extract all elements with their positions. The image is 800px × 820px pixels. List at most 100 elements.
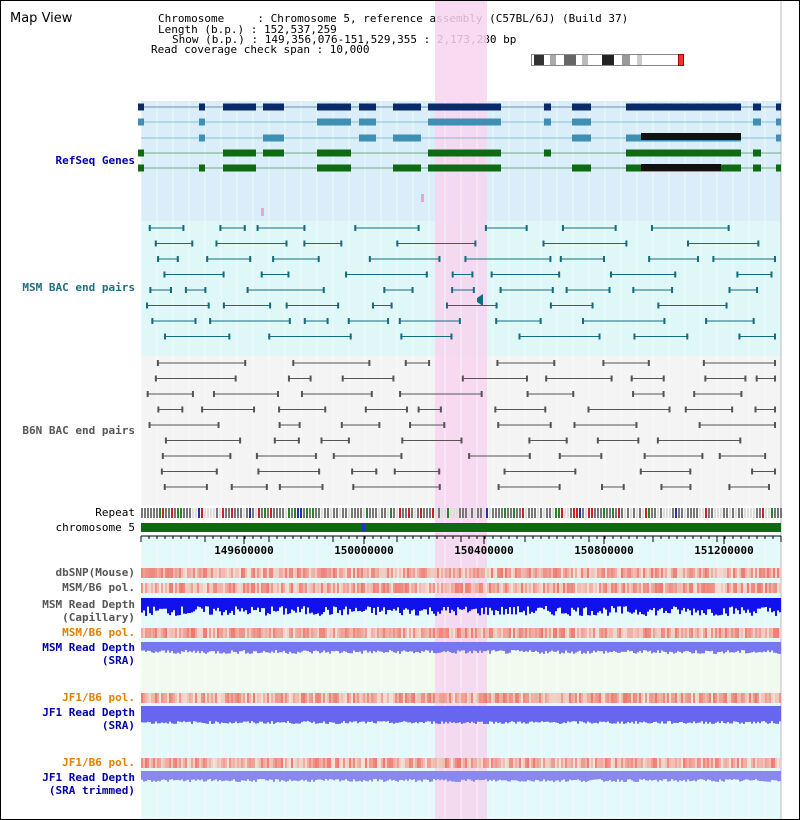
gene-block [223, 149, 256, 157]
jf1-pol2-cell [631, 758, 633, 768]
msm-sra-depth [233, 642, 235, 652]
repeat-element [360, 508, 362, 518]
jf1-depth [609, 706, 611, 724]
jf1-depth [419, 706, 421, 723]
msm-cap-depth [239, 598, 241, 612]
msm-bac-pair-end [438, 256, 441, 262]
msm-sra-depth [693, 642, 695, 654]
jf1-trim-depth [333, 771, 335, 781]
msm-sra-depth [765, 642, 767, 653]
msm-pol-cell [427, 583, 429, 593]
msm-pol-cell [343, 583, 345, 593]
jf1-trim-depth [153, 771, 155, 781]
msm-pol2-cell [267, 628, 269, 638]
repeat-element [171, 508, 173, 518]
chromosome-ideogram[interactable] [531, 54, 684, 66]
jf1-trim-depth [265, 771, 267, 781]
msm-pol-cell [547, 583, 549, 593]
msm-pol-cell [165, 583, 167, 593]
jf1-pol2-cell [151, 758, 153, 768]
jf1-depth [149, 706, 151, 723]
jf1-trim-depth [625, 771, 627, 782]
msm-cap-depth [605, 598, 607, 610]
dbsnp-cell [771, 568, 773, 578]
gene-block [199, 118, 205, 126]
jf1-trim-depth [609, 771, 611, 781]
msm-sra-depth [229, 642, 231, 654]
msm-bac-pair-end [558, 271, 561, 278]
msm-sra-depth [171, 642, 173, 652]
jf1-pol-cell [771, 693, 773, 703]
jf1-trim-depth [599, 771, 601, 780]
msm-pol2-cell [685, 628, 687, 638]
jf1-trim-depth [365, 771, 367, 781]
jf1-depth [299, 706, 301, 724]
jf1-trim-depth [657, 771, 659, 782]
msm-sra-depth [593, 642, 595, 651]
jf1-pol-cell [627, 693, 629, 703]
jf1-trim-depth [181, 771, 183, 780]
jf1-pol-cell [149, 693, 151, 703]
msm-pol-cell [383, 583, 385, 593]
msm-sra-depth [481, 642, 483, 653]
jf1-depth [669, 706, 671, 722]
b6n-bac-pair-end [544, 406, 547, 413]
repeat-element [678, 508, 680, 518]
repeat-element [489, 508, 491, 518]
repeat-element [492, 508, 494, 518]
msm-pol-cell [433, 583, 435, 593]
msm-sra-depth [529, 642, 531, 651]
jf1-pol2-cell [477, 758, 479, 768]
jf1-trim-depth [353, 771, 355, 780]
jf1-pol2-cell [541, 758, 543, 768]
jf1-trim-depth [219, 771, 221, 780]
dbsnp-cell [531, 568, 533, 578]
jf1-pol2-cell [647, 758, 649, 768]
msm-pol2-cell [697, 628, 699, 638]
msm-bac-pair-end [157, 256, 160, 262]
jf1-pol-cell [557, 693, 559, 703]
msm-sra-depth [725, 642, 727, 653]
msm-pol-cell [277, 583, 279, 593]
msm-pol-cell [637, 583, 639, 593]
jf1-pol2-cell [171, 758, 173, 768]
repeat-element [429, 508, 431, 518]
msm-bac-pair-end [445, 302, 448, 309]
jf1-depth [539, 706, 541, 723]
jf1-pol2-cell [493, 758, 495, 768]
msm-sra-depth [657, 642, 659, 651]
msm-cap-depth [323, 598, 325, 613]
jf1-trim-depth [495, 771, 497, 782]
jf1-pol-label: JF1/B6 pol. [62, 691, 135, 704]
jf1-pol-cell [715, 693, 717, 703]
msm-cap-depth [675, 598, 677, 608]
msm-sra-depth [319, 642, 321, 654]
dbsnp-cell [569, 568, 571, 578]
jf1-pol-cell [573, 693, 575, 703]
jf1-pol2-cell [709, 758, 711, 768]
repeat-element [645, 508, 647, 518]
jf1-depth [185, 706, 187, 723]
jf1-trim-depth [173, 771, 175, 781]
repeat-element [681, 508, 683, 518]
jf1-pol2-cell [547, 758, 549, 768]
repeat-element [339, 508, 341, 518]
jf1-trim-depth [561, 771, 563, 781]
msm-sra-depth [539, 642, 541, 654]
jf1-pol-cell [193, 693, 195, 703]
msm-sra-depth [531, 642, 533, 652]
jf1-pol2-cell [567, 758, 569, 768]
jf1-trim-depth [215, 771, 217, 780]
msm-pol2-cell [481, 628, 483, 638]
b6n-bac-pair-end [630, 375, 633, 382]
jf1-depth [279, 706, 281, 723]
msm-cap-depth [455, 598, 457, 616]
msm-sra-depth [299, 642, 301, 653]
msm-pol2-cell [353, 628, 355, 638]
msm-pol-cell [157, 583, 159, 593]
msm-pol-cell [563, 583, 565, 593]
msm-cap-depth [703, 598, 705, 614]
msm-cap-depth [521, 598, 523, 613]
jf1-depth [331, 706, 333, 723]
